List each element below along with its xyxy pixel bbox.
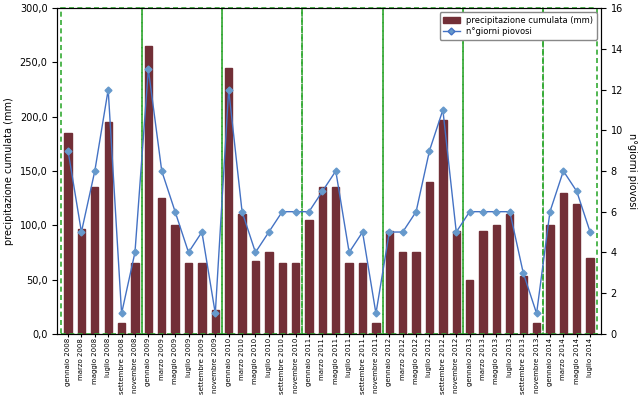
Bar	[62, 8, 142, 334]
Bar	[91, 187, 99, 334]
Bar	[158, 198, 165, 334]
Bar	[587, 258, 594, 334]
Bar	[332, 187, 340, 334]
Bar	[506, 215, 513, 334]
Bar	[185, 263, 192, 334]
Legend: precipitazione cumulata (mm), n°giorni piovosi: precipitazione cumulata (mm), n°giorni p…	[440, 12, 597, 39]
Bar	[145, 46, 152, 334]
Bar	[279, 263, 286, 334]
Bar	[386, 231, 393, 334]
Bar	[493, 225, 500, 334]
Bar	[64, 133, 72, 334]
Bar	[533, 323, 540, 334]
Bar	[544, 8, 597, 334]
Bar	[546, 225, 554, 334]
Bar	[519, 276, 527, 334]
Bar	[78, 228, 85, 334]
Bar	[265, 252, 272, 334]
Bar	[383, 8, 463, 334]
Y-axis label: n°giorni piovosi: n°giorni piovosi	[627, 133, 637, 209]
Bar	[439, 120, 447, 334]
Bar	[252, 261, 259, 334]
Y-axis label: precipitazione cumulata (mm): precipitazione cumulata (mm)	[4, 97, 14, 245]
Bar	[466, 279, 473, 334]
Bar	[238, 215, 246, 334]
Bar	[359, 263, 366, 334]
Bar	[303, 8, 383, 334]
Bar	[104, 122, 112, 334]
Bar	[426, 182, 433, 334]
Bar	[453, 231, 460, 334]
Bar	[463, 8, 544, 334]
Bar	[198, 263, 206, 334]
Bar	[305, 220, 313, 334]
Bar	[225, 68, 232, 334]
Bar	[412, 252, 420, 334]
Bar	[560, 193, 567, 334]
Bar	[222, 8, 303, 334]
Bar	[399, 252, 406, 334]
Bar	[479, 231, 487, 334]
Bar	[319, 187, 326, 334]
Bar	[573, 203, 581, 334]
Bar	[142, 8, 222, 334]
Bar	[131, 263, 138, 334]
Bar	[292, 263, 299, 334]
Bar	[118, 323, 125, 334]
Bar	[345, 263, 353, 334]
Bar	[372, 323, 379, 334]
Bar	[212, 310, 219, 334]
Bar	[171, 225, 179, 334]
